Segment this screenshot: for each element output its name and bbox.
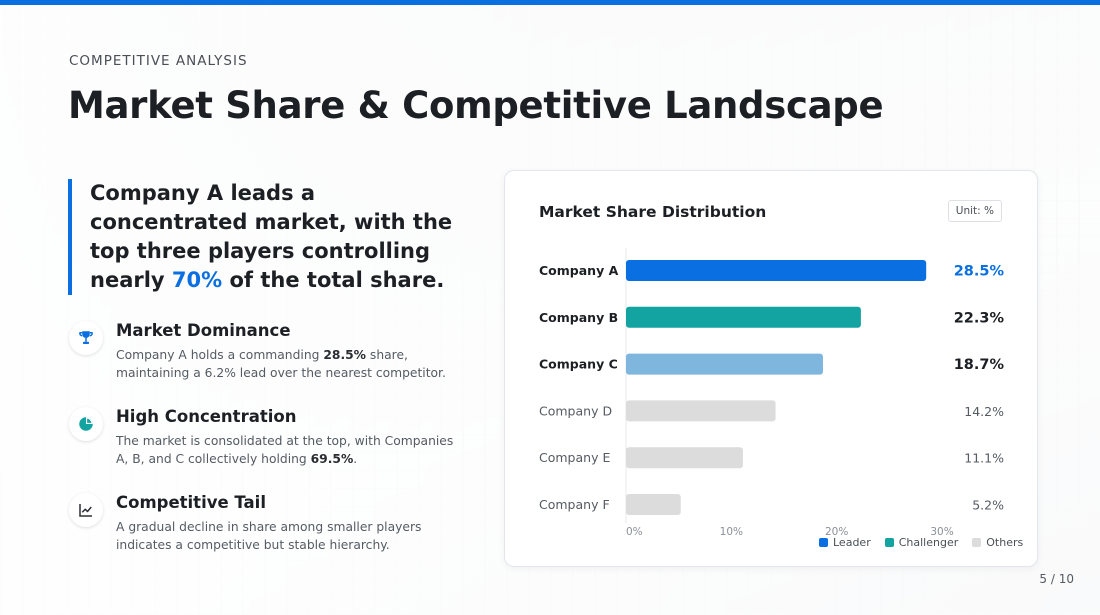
key-insight-callout: Company A leads a concentrated market, w… — [68, 179, 468, 295]
legend-swatch — [819, 538, 828, 547]
bar-company-e — [626, 447, 743, 469]
page-title: Market Share & Competitive Landscape — [68, 84, 884, 127]
category-label: Company A — [539, 263, 619, 278]
chart-card: Market Share Distribution Unit: % Compan… — [504, 170, 1038, 567]
legend-label: Leader — [833, 536, 871, 549]
feature-title: Market Dominance — [116, 321, 291, 340]
legend-item-leader: Leader — [819, 536, 871, 549]
feature-title: High Concentration — [116, 407, 297, 426]
feature-title: Competitive Tail — [116, 493, 266, 512]
page-number: 5 / 10 — [1039, 572, 1074, 586]
value-label: 28.5% — [954, 264, 1005, 280]
value-label: 18.7% — [954, 357, 1005, 373]
top-accent-bar — [0, 0, 1100, 5]
value-label: 5.2% — [972, 498, 1004, 513]
x-tick-label: 0% — [626, 526, 643, 538]
bar-company-a — [626, 260, 927, 281]
category-label: Company B — [539, 310, 618, 325]
value-label: 14.2% — [964, 404, 1004, 419]
legend-swatch — [972, 538, 982, 547]
feature-description: A gradual decline in share among smaller… — [116, 520, 422, 552]
trophy-icon — [69, 321, 103, 355]
line-chart-icon — [69, 493, 103, 527]
category-label: Company D — [539, 403, 612, 418]
legend-label: Challenger — [898, 536, 959, 549]
legend-item-challenger: Challenger — [884, 536, 959, 549]
unit-badge: Unit: % — [947, 200, 1002, 222]
section-eyebrow: COMPETITIVE ANALYSIS — [69, 53, 248, 69]
chart-title: Market Share Distribution — [539, 203, 767, 221]
callout-text-end: of the total share. — [222, 268, 445, 292]
category-label: Company F — [539, 497, 610, 512]
bar-chart: Company A 28.5% Company B 22.3% Company C 18.… — [539, 248, 1005, 538]
category-label: Company E — [539, 450, 610, 465]
bar-company-d — [626, 400, 776, 422]
feature-description: The market is consolidated at the top, w… — [116, 434, 454, 466]
chart-legend: Leader Challenger Others — [819, 536, 1023, 549]
feature-description: Company A holds a commanding 28.5% share… — [116, 348, 446, 380]
callout-text: Company A leads a concentrated market, w… — [90, 181, 453, 292]
value-label: 11.1% — [964, 451, 1004, 466]
category-label: Company C — [539, 357, 618, 372]
callout-highlight: 70% — [171, 268, 223, 292]
legend-item-others: Others — [972, 536, 1023, 549]
bar-company-b — [626, 306, 861, 328]
legend-swatch — [884, 538, 894, 547]
bar-company-c — [626, 353, 823, 375]
x-tick-label: 30% — [930, 526, 953, 538]
pie-chart-icon — [69, 407, 103, 441]
x-tick-label: 20% — [825, 526, 848, 538]
x-tick-label: 10% — [720, 526, 743, 538]
bar-company-f — [626, 494, 681, 515]
value-label: 22.3% — [954, 310, 1005, 326]
legend-label: Others — [986, 536, 1024, 549]
